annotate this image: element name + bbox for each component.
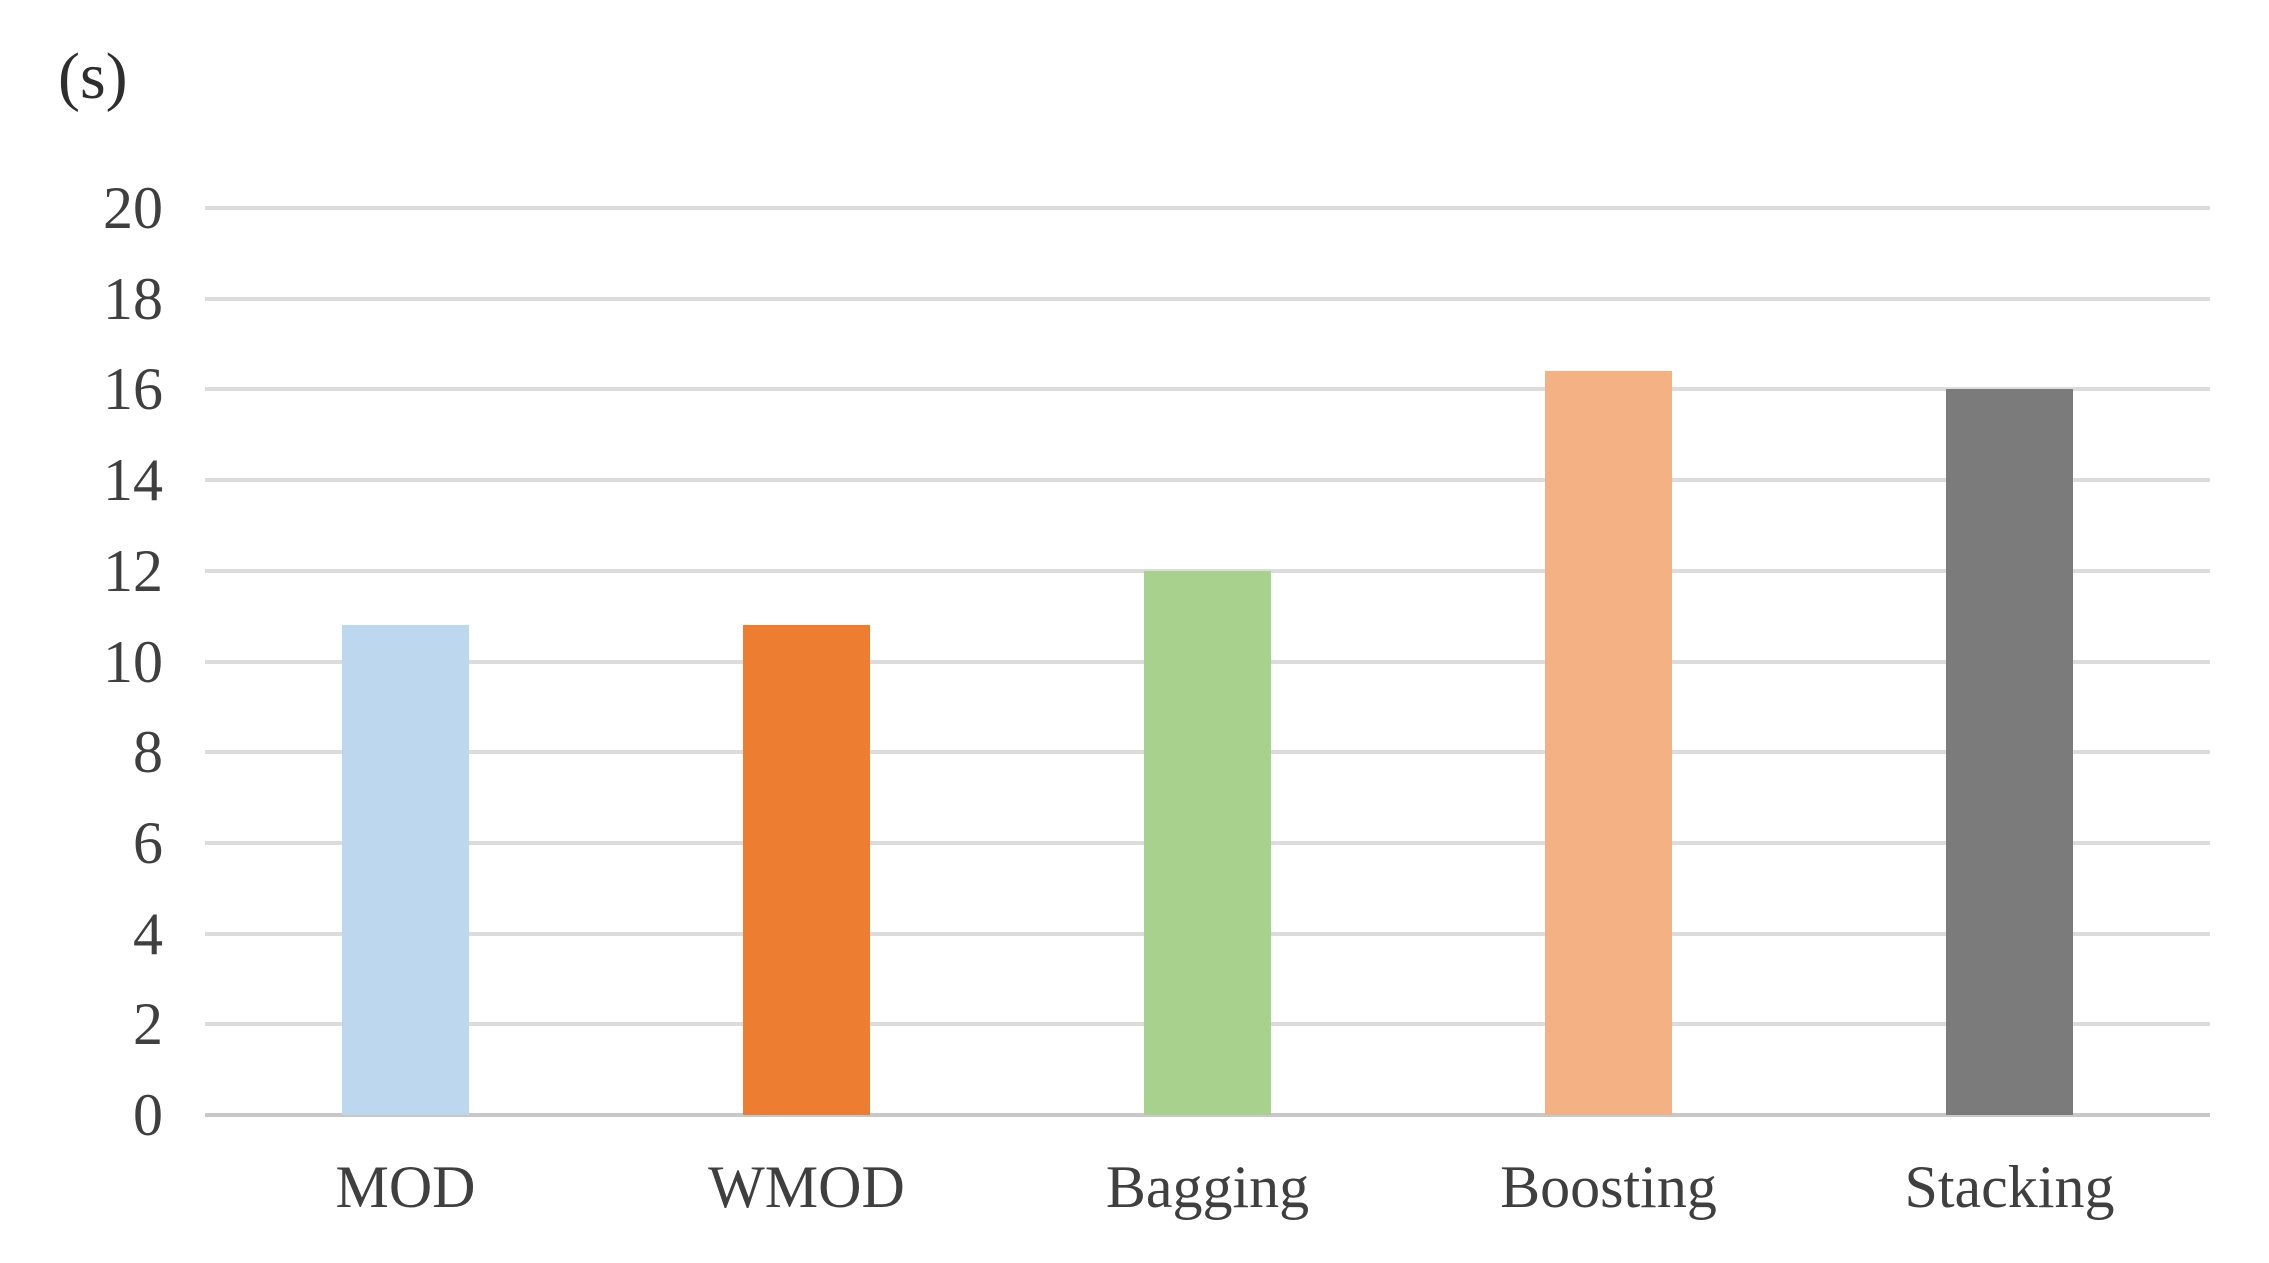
- gridline-y18: [205, 296, 2210, 301]
- y-tick-label-16: 16: [103, 356, 163, 423]
- y-tick-label-0: 0: [133, 1082, 163, 1148]
- x-axis-labels: MOD WMOD Bagging Boosting Stacking: [205, 1150, 2210, 1225]
- bar-wmod: [743, 625, 870, 1115]
- bar-mod: [342, 625, 469, 1115]
- bar-stacking: [1946, 389, 2073, 1115]
- y-tick-label-4: 4: [133, 900, 163, 967]
- gridline-y16: [205, 387, 2210, 392]
- bar-bagging: [1144, 570, 1271, 1115]
- x-category-label-bagging: Bagging: [1105, 1154, 1310, 1220]
- x-category-label-mod: MOD: [335, 1154, 476, 1220]
- x-axis-line: [205, 1113, 2210, 1117]
- bar-slot-stacking: [1809, 208, 2210, 1115]
- bars-row: [205, 208, 2210, 1115]
- plot-area: [205, 206, 2210, 1117]
- y-tick-label-6: 6: [133, 809, 163, 876]
- y-tick-label-2: 2: [133, 991, 163, 1058]
- bar-slot-bagging: [1007, 208, 1408, 1115]
- x-category-label-boosting: Boosting: [1500, 1154, 1717, 1220]
- y-tick-label-12: 12: [103, 537, 163, 604]
- x-category-label-stacking: Stacking: [1904, 1154, 2115, 1220]
- bar-slot-boosting: [1408, 208, 1809, 1115]
- y-tick-label-14: 14: [103, 447, 163, 514]
- y-tick-label-8: 8: [133, 719, 163, 786]
- x-category-label-wmod: WMOD: [708, 1154, 905, 1220]
- gridline-y14: [205, 478, 2210, 483]
- y-tick-label-18: 18: [103, 265, 163, 332]
- gridline-y12: [205, 568, 2210, 573]
- bar-slot-wmod: [606, 208, 1007, 1115]
- y-tick-label-20: 20: [103, 175, 163, 241]
- gridline-y20: [205, 206, 2210, 210]
- bar-boosting: [1545, 371, 1672, 1115]
- y-tick-label-10: 10: [103, 628, 163, 695]
- bar-slot-mod: [205, 208, 606, 1115]
- y-axis-unit-label: (s): [58, 40, 128, 113]
- y-axis-labels: 0 2 4 6 8 10 12 14 16 18 20: [0, 178, 163, 1145]
